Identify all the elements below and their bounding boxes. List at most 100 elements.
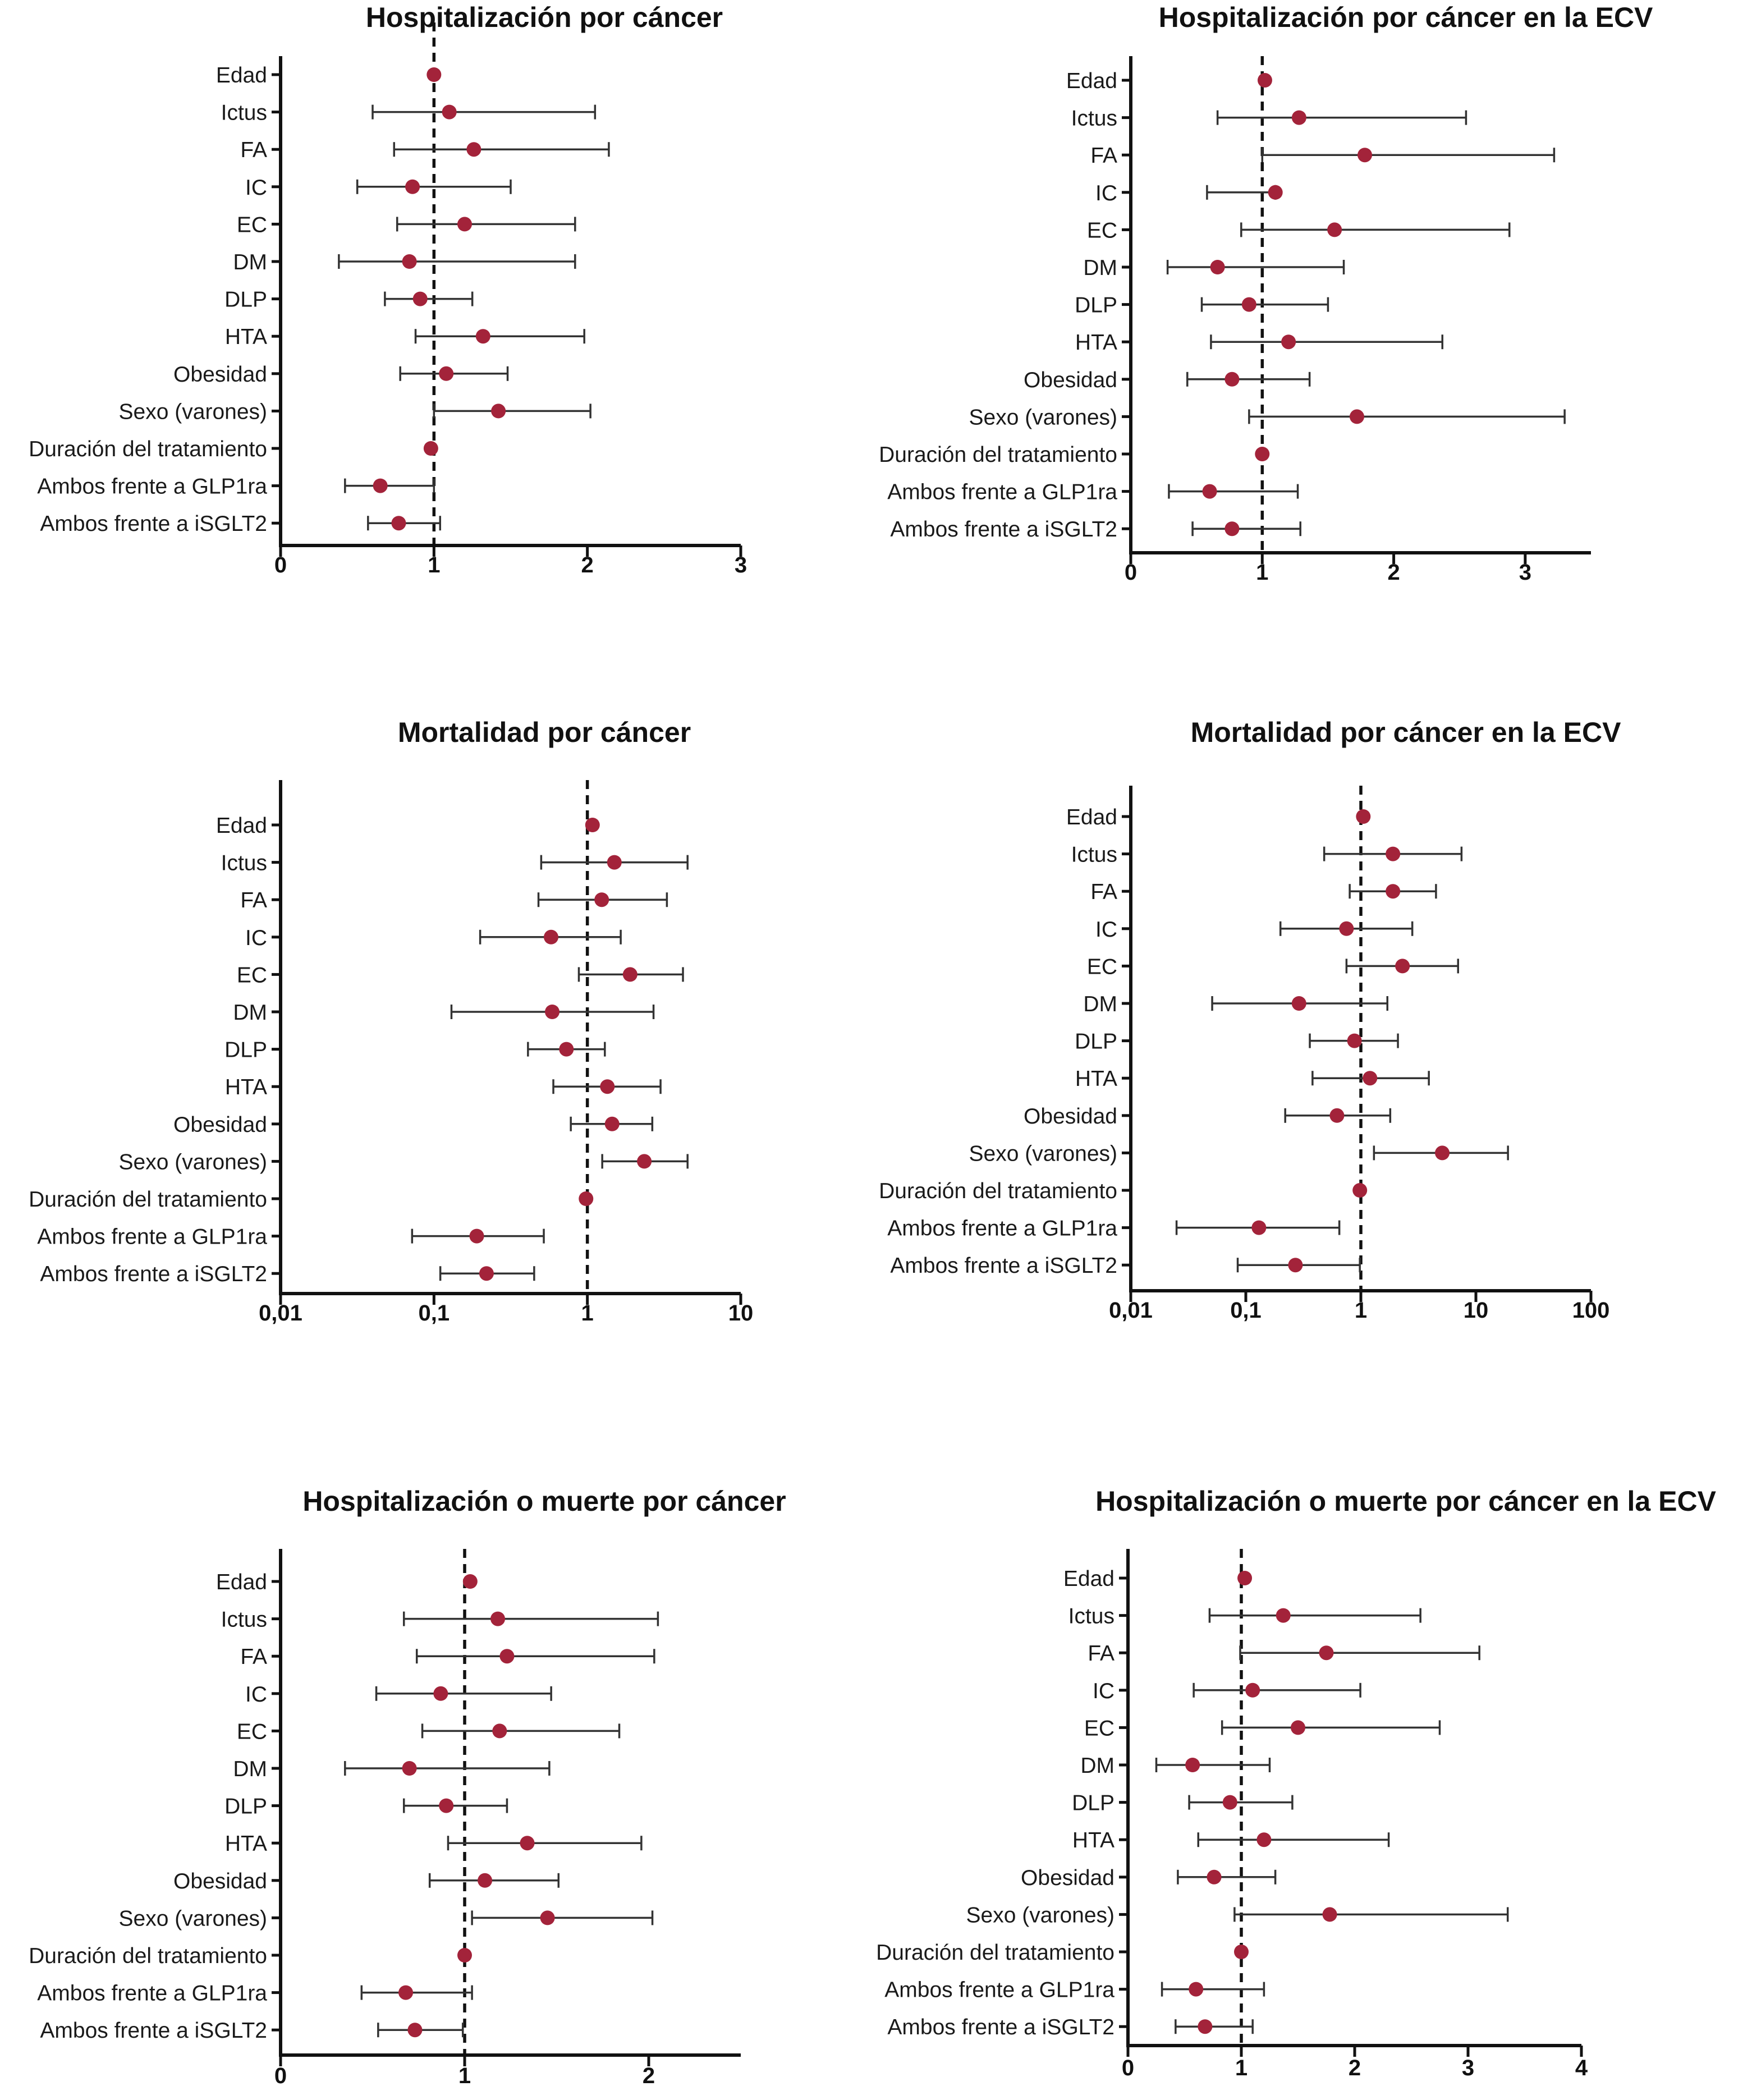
forest-row: DM xyxy=(1083,992,1388,1016)
point-estimate xyxy=(433,1686,448,1701)
forest-row: Ambos frente a GLP1ra xyxy=(37,1225,545,1249)
row-label: DM xyxy=(233,1757,267,1781)
row-label: Edad xyxy=(1066,805,1117,829)
point-estimate xyxy=(457,1948,472,1963)
row-label: Ambos frente a iSGLT2 xyxy=(40,1262,267,1286)
row-label: Ambos frente a GLP1ra xyxy=(884,1978,1115,2002)
forest-row: Sexo (varones) xyxy=(119,1906,654,1931)
row-label: Obesidad xyxy=(1024,368,1117,392)
point-estimate xyxy=(1241,297,1256,312)
row-label: IC xyxy=(1095,918,1117,942)
x-tick-label: 0,01 xyxy=(1109,1298,1153,1323)
chart-title: Mortalidad por cáncer en la ECV xyxy=(1191,717,1622,748)
point-estimate xyxy=(457,217,472,232)
point-estimate xyxy=(398,1985,414,2000)
point-estimate xyxy=(1395,959,1410,974)
point-estimate xyxy=(402,1761,417,1776)
row-label: Obesidad xyxy=(173,363,267,387)
point-estimate xyxy=(1291,1720,1305,1735)
x-tick-label: 4 xyxy=(1575,2056,1588,2080)
forest-row: Duración del tratamiento xyxy=(29,1187,594,1212)
forest-row: Ambos frente a iSGLT2 xyxy=(890,517,1301,542)
point-estimate xyxy=(475,329,490,344)
forest-row: DLP xyxy=(1075,1030,1399,1054)
row-label: EC xyxy=(1084,1716,1115,1740)
row-label: HTA xyxy=(1075,1067,1117,1091)
row-label: IC xyxy=(245,926,267,950)
forest-row: EC xyxy=(237,213,576,237)
row-label: Ambos frente a iSGLT2 xyxy=(890,1254,1117,1278)
point-estimate xyxy=(469,1228,484,1244)
point-estimate xyxy=(1234,1945,1249,1959)
forest-row: Ictus xyxy=(221,851,689,875)
row-label: Duración del tratamiento xyxy=(879,443,1117,467)
forest-row: DM xyxy=(233,1001,655,1025)
point-estimate xyxy=(1237,1571,1253,1585)
row-label: Ambos frente a GLP1ra xyxy=(37,1225,267,1249)
row-label: Ambos frente a iSGLT2 xyxy=(887,2015,1115,2039)
forest-row: DLP xyxy=(224,288,474,312)
x-tick-label: 1 xyxy=(1355,1298,1367,1323)
row-label: Sexo (varones) xyxy=(969,1141,1117,1166)
row-label: Edad xyxy=(1066,69,1117,93)
point-estimate xyxy=(559,1042,574,1057)
x-tick-label: 0 xyxy=(274,2064,287,2088)
row-label: Sexo (varones) xyxy=(966,1903,1115,1927)
point-estimate xyxy=(439,366,454,381)
row-label: FA xyxy=(1090,880,1117,904)
forest-row: Duración del tratamiento xyxy=(879,443,1270,467)
point-estimate xyxy=(1202,484,1217,499)
x-tick-label: 3 xyxy=(1462,2056,1474,2080)
point-estimate xyxy=(1291,110,1306,125)
forest-row: HTA xyxy=(225,325,585,349)
forest-row: DM xyxy=(1083,256,1345,280)
row-label: Duración del tratamiento xyxy=(876,1941,1115,1965)
point-estimate xyxy=(1291,996,1306,1011)
point-estimate xyxy=(426,67,442,82)
row-label: Ambos frente a GLP1ra xyxy=(887,1217,1117,1241)
point-estimate xyxy=(491,404,506,419)
point-estimate xyxy=(1319,1645,1334,1661)
row-label: EC xyxy=(237,213,267,237)
x-tick-label: 10 xyxy=(1464,1298,1489,1323)
point-estimate xyxy=(594,892,609,907)
row-label: DM xyxy=(1083,256,1117,280)
forest-row: HTA xyxy=(225,1075,662,1099)
point-estimate xyxy=(1347,1033,1362,1048)
forest-panel-1: Hospitalización por cáncer 0 1 2 3 Edad Ictus F… xyxy=(29,2,747,577)
row-label: Obesidad xyxy=(1021,1866,1115,1890)
row-label: Edad xyxy=(216,63,267,88)
forest-row: Sexo (varones) xyxy=(969,405,1566,429)
point-estimate xyxy=(1224,521,1240,537)
forest-row: Ambos frente a GLP1ra xyxy=(37,475,435,499)
forest-row: DLP xyxy=(224,1038,606,1062)
point-estimate xyxy=(407,2023,423,2038)
point-estimate xyxy=(1207,1869,1222,1885)
point-estimate xyxy=(412,291,428,306)
x-tick-label: 2 xyxy=(643,2064,655,2088)
forest-row: IC xyxy=(245,1682,552,1707)
point-estimate xyxy=(1276,1608,1291,1623)
point-estimate xyxy=(1435,1145,1450,1161)
point-estimate xyxy=(585,818,600,832)
point-estimate xyxy=(442,104,457,120)
point-estimate xyxy=(499,1649,515,1664)
forest-row: HTA xyxy=(225,1832,643,1856)
x-tick-label: 1 xyxy=(1256,560,1268,585)
forest-row: DLP xyxy=(1072,1791,1294,1815)
forest-row: IC xyxy=(1095,181,1283,205)
forest-row: Duración del tratamiento xyxy=(879,1179,1368,1203)
point-estimate xyxy=(1356,809,1371,824)
x-tick-label: 1 xyxy=(458,2064,471,2088)
forest-row: Ambos frente a iSGLT2 xyxy=(887,2015,1254,2039)
row-label: FA xyxy=(240,1645,267,1669)
row-label: Duración del tratamiento xyxy=(29,437,267,461)
forest-row: EC xyxy=(1087,955,1459,979)
point-estimate xyxy=(600,1079,615,1094)
x-tick-label: 0 xyxy=(1125,560,1137,585)
row-label: Edad xyxy=(216,814,267,838)
row-label: Duración del tratamiento xyxy=(29,1944,267,1968)
forest-row: IC xyxy=(245,926,622,950)
point-estimate xyxy=(439,1798,454,1813)
